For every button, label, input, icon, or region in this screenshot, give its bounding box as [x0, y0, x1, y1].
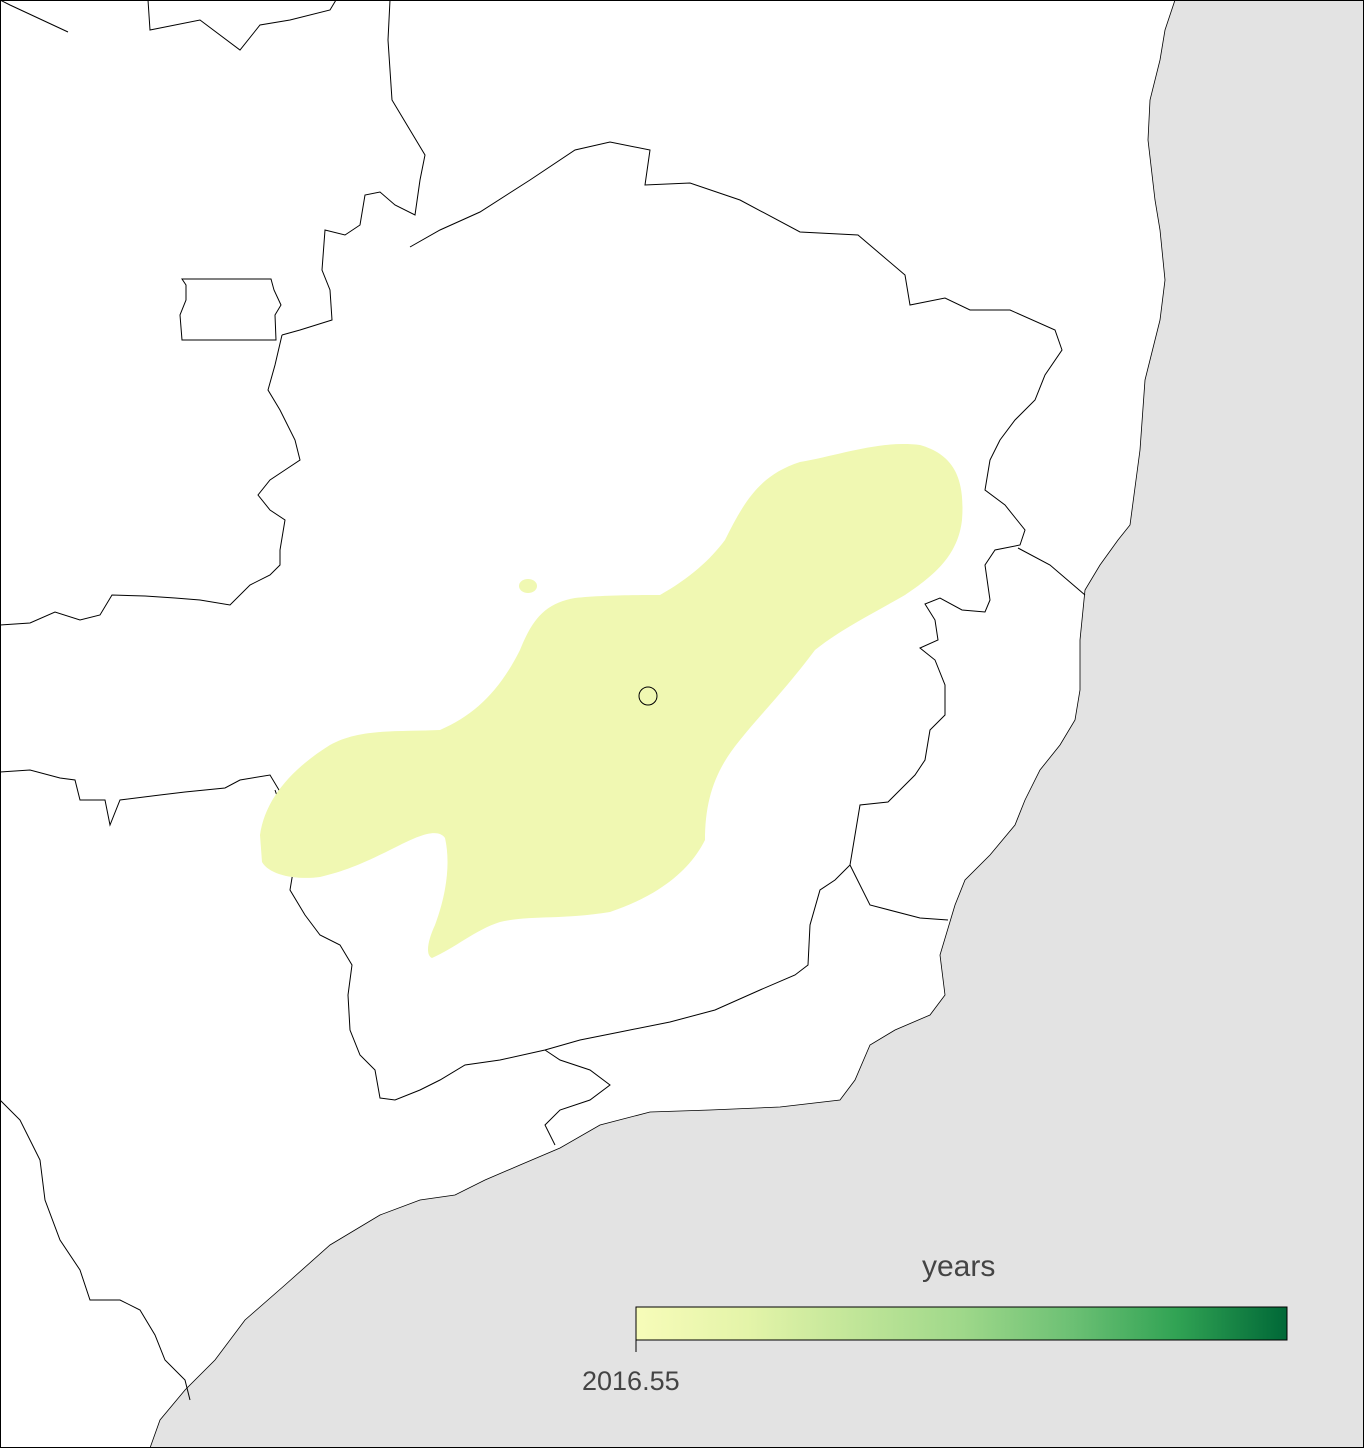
state-borders: [0, 0, 1086, 1401]
legend-color-bar: [635, 1306, 1288, 1341]
density-spot: [519, 579, 537, 593]
legend-title: years: [922, 1250, 996, 1283]
legend-tick-label: 2016.55: [582, 1366, 680, 1396]
ocean: [149, 0, 1364, 1448]
density-area: [260, 443, 963, 959]
circle-marker: [638, 686, 658, 706]
